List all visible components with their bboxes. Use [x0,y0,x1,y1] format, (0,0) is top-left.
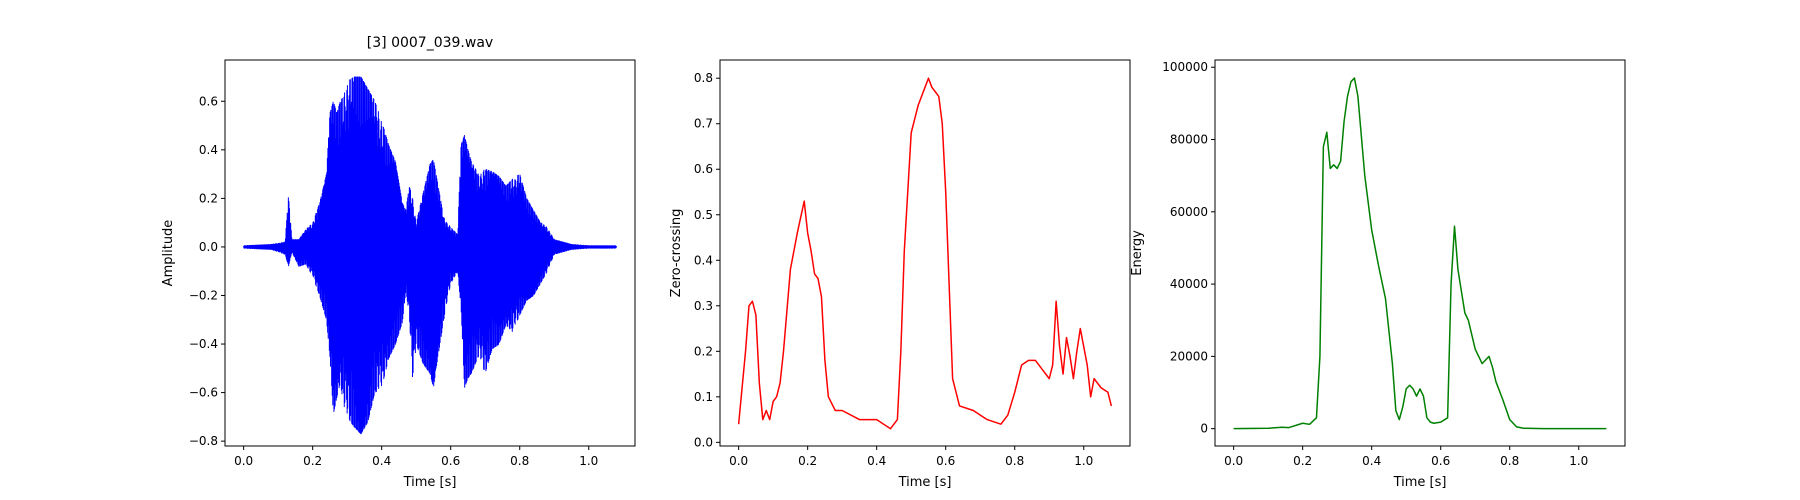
y-axis: 0 20000 40000 60000 80000 100000 [1162,60,1215,436]
y-tick-label: −0.4 [189,337,218,351]
y-tick-label: 80000 [1170,133,1208,147]
x-tick-label: 0.6 [936,454,955,468]
x-tick-label: 0.0 [234,454,253,468]
x-tick-label: 0.8 [1005,454,1024,468]
y-tick-label: −0.8 [189,434,218,448]
x-tick-label: 0.0 [1224,454,1243,468]
x-axis: 0.0 0.2 0.4 0.6 0.8 1.0 [1224,446,1588,468]
axes-frame [1214,59,1626,447]
y-tick-label: 0.6 [199,94,218,108]
x-tick-label: 0.6 [1431,454,1450,468]
subplot-energy: 0.0 0.2 0.4 0.6 0.8 1.0 0 20000 40000 60000 80000… [1130,59,1626,490]
y-tick-label: 0.2 [199,191,218,205]
axes-frame [224,59,636,447]
x-tick-label: 0.6 [441,454,460,468]
y-tick-label: 20000 [1170,349,1208,363]
x-tick-label: 0.0 [729,454,748,468]
x-tick-label: 0.8 [510,454,529,468]
y-tick-label: −0.6 [189,386,218,400]
x-tick-label: 1.0 [1569,454,1588,468]
y-axis: −0.8 −0.6 −0.4 −0.2 0.0 0.2 0.4 0.6 [189,94,225,448]
y-tick-label: 0.3 [694,299,713,313]
x-tick-label: 1.0 [579,454,598,468]
plot-area [737,77,1113,430]
x-axis-label: Time [s] [898,475,952,490]
plot-area [243,76,617,435]
x-axis-label: Time [s] [1393,475,1447,490]
x-tick-label: 0.8 [1500,454,1519,468]
y-axis-label: Amplitude [161,220,176,287]
y-tick-label: 0.0 [199,240,218,254]
x-tick-label: 0.2 [303,454,322,468]
y-axis-label: Zero-crossing [669,209,684,298]
x-tick-label: 0.4 [372,454,391,468]
series-line [243,76,617,435]
y-axis-label: Energy [1130,230,1145,276]
y-tick-label: −0.2 [189,288,218,302]
y-tick-label: 0.6 [694,162,713,176]
x-tick-label: 0.2 [798,454,817,468]
y-tick-label: 0.4 [199,143,218,157]
y-tick-label: 100000 [1162,60,1208,74]
series-line [737,77,1113,430]
subplot-amplitude: [3] 0007_039.wav 0.0 0.2 0.4 0.6 0.8 1.0 −0.8… [161,35,636,490]
y-tick-label: 60000 [1170,205,1208,219]
x-tick-label: 0.4 [1362,454,1381,468]
y-tick-label: 0.1 [694,390,713,404]
chart-title: [3] 0007_039.wav [367,35,493,51]
x-axis: 0.0 0.2 0.4 0.6 0.8 1.0 [234,446,598,468]
y-axis: 0.0 0.1 0.2 0.3 0.4 0.5 0.6 0.7 0.8 [694,71,720,449]
series-line [1233,77,1607,430]
y-tick-label: 0.7 [694,117,713,131]
x-axis-label: Time [s] [403,475,457,490]
x-tick-label: 0.2 [1293,454,1312,468]
x-tick-label: 0.4 [867,454,886,468]
y-tick-label: 0 [1200,422,1208,436]
y-tick-label: 0.5 [694,208,713,222]
plot-area [1233,77,1607,430]
y-tick-label: 0.0 [694,435,713,449]
axes-frame [719,59,1131,447]
x-axis: 0.0 0.2 0.4 0.6 0.8 1.0 [729,446,1093,468]
y-tick-label: 40000 [1170,277,1208,291]
x-tick-label: 1.0 [1074,454,1093,468]
y-tick-label: 0.2 [694,344,713,358]
y-tick-label: 0.8 [694,71,713,85]
y-tick-label: 0.4 [694,253,713,267]
subplot-zero-crossing: 0.0 0.2 0.4 0.6 0.8 1.0 0.0 0.1 0.2 0.3 0.4 0.5 0.6… [669,59,1131,490]
